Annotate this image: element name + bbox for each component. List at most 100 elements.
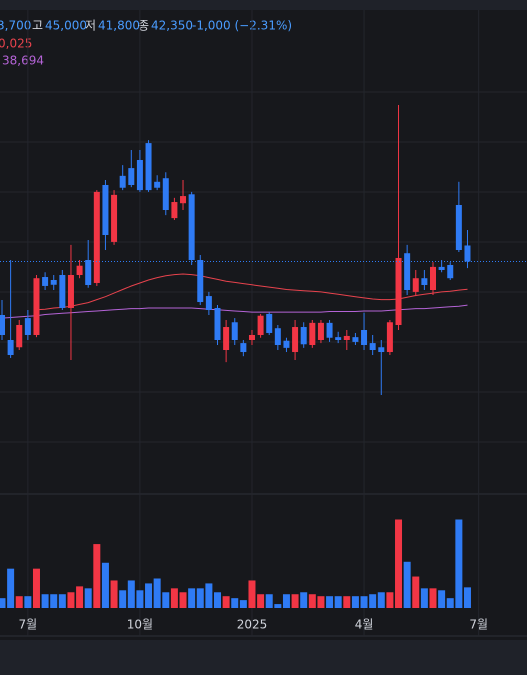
x-tick-label: 7월 — [469, 618, 488, 632]
volume-bar — [145, 583, 153, 608]
volume-bar — [343, 596, 351, 608]
volume-bar — [196, 588, 204, 608]
candle-body — [205, 296, 212, 310]
volume-bar — [127, 580, 135, 608]
volume-bar — [351, 596, 359, 608]
volume-bar — [438, 590, 446, 608]
volume-bar — [377, 592, 385, 608]
bottom-bar — [0, 640, 527, 675]
candle-body — [386, 322, 393, 353]
candle-body — [248, 335, 255, 340]
candle-body — [67, 275, 74, 308]
header-high: 45,000 — [45, 19, 87, 33]
volume-bar — [222, 596, 230, 608]
candle-body — [50, 280, 57, 285]
volume-bar — [110, 580, 118, 608]
volume-bar — [0, 598, 6, 608]
candle-body — [136, 160, 143, 191]
candle-body — [128, 168, 135, 185]
candle-body — [102, 185, 109, 235]
candle-body — [24, 318, 31, 335]
candle-body — [430, 266, 436, 290]
volume-bar — [119, 590, 127, 608]
volume-bar — [257, 594, 265, 608]
candle-body — [326, 322, 333, 338]
volume-bar — [429, 588, 437, 608]
volume-bar — [15, 596, 23, 608]
volume-bar — [463, 587, 471, 608]
candle-body — [0, 315, 5, 335]
ma2-value: 38,694 — [2, 54, 44, 68]
volume-bar — [455, 519, 463, 608]
x-tick-label: 2025 — [237, 618, 268, 632]
volume-bar — [308, 594, 316, 608]
x-tick-label: 10월 — [127, 618, 153, 632]
candle-body — [16, 325, 23, 348]
volume-bar — [24, 596, 32, 608]
header-open: 3,700 — [0, 19, 31, 33]
header-low: 41,800 — [98, 19, 140, 33]
candle-body — [214, 307, 221, 340]
volume-bar — [446, 598, 454, 608]
volume-bar — [170, 588, 178, 608]
candle-body — [76, 265, 83, 275]
volume-bar — [248, 580, 256, 608]
header-label: 고 — [32, 19, 43, 33]
volume-bar — [67, 592, 75, 608]
volume-bar — [412, 576, 420, 608]
candle-body — [93, 191, 100, 283]
volume-bar — [334, 596, 342, 608]
top-bar — [0, 0, 527, 10]
candle-body — [464, 245, 471, 262]
candle-body — [223, 327, 230, 350]
candle-body — [438, 266, 445, 270]
candle-body — [231, 322, 238, 340]
candle-body — [154, 181, 161, 188]
volume-bar — [317, 596, 325, 608]
candle-body — [361, 330, 368, 345]
volume-bar — [420, 588, 428, 608]
volume-bar — [162, 592, 170, 608]
candle-body — [119, 175, 126, 188]
volume-bar — [58, 594, 66, 608]
candle-body — [42, 277, 49, 286]
candle-body — [343, 335, 350, 340]
candle-body — [33, 278, 40, 335]
candle-body — [274, 328, 281, 345]
volume-bar — [274, 604, 282, 608]
candle-body — [111, 194, 118, 242]
candle-body — [257, 315, 264, 335]
candle-body — [447, 265, 454, 279]
x-tick-label: 4월 — [355, 618, 374, 632]
header-change: -1,000 (−2.31%) — [192, 19, 292, 33]
volume-bar — [93, 544, 101, 608]
volume-bar — [214, 592, 221, 608]
volume-bar — [41, 594, 49, 608]
candle-body — [197, 260, 204, 303]
volume-bar — [265, 594, 273, 608]
volume-bar — [300, 592, 308, 608]
candle-body — [59, 275, 66, 308]
ma1-value: 0,025 — [0, 37, 32, 51]
volume-bar — [231, 598, 239, 608]
candle-body — [404, 253, 411, 290]
volume-bar — [188, 588, 196, 608]
volume-bar — [179, 592, 187, 608]
volume-bar — [76, 586, 84, 608]
x-tick-label: 7월 — [19, 618, 38, 632]
volume-bar — [101, 562, 109, 608]
volume-bar — [291, 594, 299, 608]
volume-bar — [136, 590, 144, 608]
candle-body — [162, 178, 169, 210]
volume-bar — [369, 594, 377, 608]
candle-body — [145, 143, 152, 191]
candle-body — [292, 327, 299, 353]
volume-bar — [50, 594, 58, 608]
candle-body — [352, 337, 359, 342]
volume-bar — [403, 561, 411, 608]
header-label: 종 — [138, 19, 149, 33]
candle-body — [455, 205, 462, 250]
volume-bar — [153, 578, 161, 608]
candle-body — [335, 337, 342, 340]
